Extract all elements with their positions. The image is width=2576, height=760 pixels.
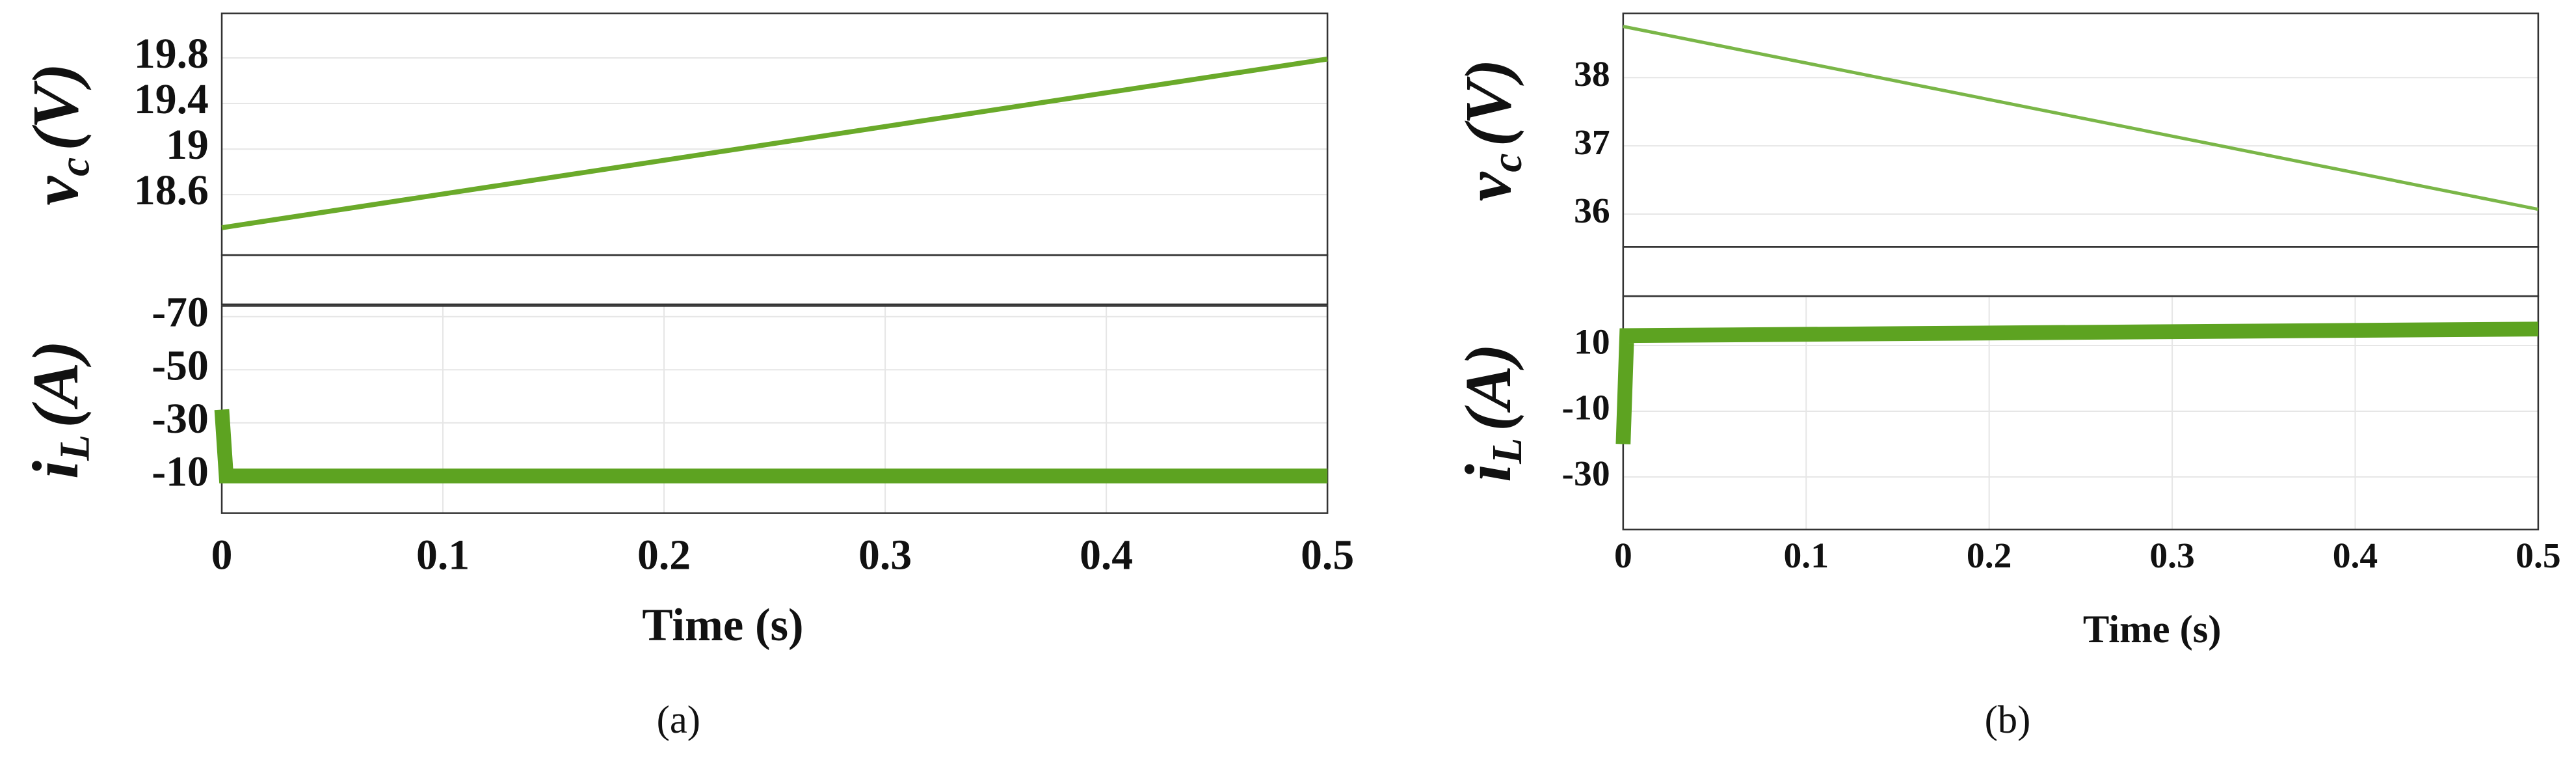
y-tick-label: 36 xyxy=(1574,191,1610,231)
y-label-main: v xyxy=(1452,171,1524,201)
x-tick-label: 0 xyxy=(211,531,233,578)
series-line xyxy=(1623,25,2539,211)
caption: (a) xyxy=(657,698,700,742)
x-tick-label: 0.2 xyxy=(1967,536,2012,576)
y-axis-label: vc (V) xyxy=(1452,59,1531,202)
x-tick-label: 0.3 xyxy=(2149,536,2194,576)
y-label-unit: (V) xyxy=(1452,59,1524,147)
y-tick-label: -10 xyxy=(1562,388,1610,428)
y-tick-label: 37 xyxy=(1574,122,1610,163)
x-tick-label: 0.2 xyxy=(637,531,691,578)
y-tick-label: -30 xyxy=(1562,454,1610,494)
x-tick-label: 0 xyxy=(1614,536,1632,576)
y-tick-label: 19 xyxy=(166,121,209,169)
y-label-main: i xyxy=(1452,464,1524,482)
y-label-unit: (A) xyxy=(19,340,92,428)
y-axis-label: iL (A) xyxy=(1452,344,1531,482)
x-tick-label: 0.4 xyxy=(1080,531,1133,578)
y-label-sub: c xyxy=(1483,153,1531,172)
y-tick-label: -30 xyxy=(152,395,209,442)
y-label-unit: (A) xyxy=(1452,344,1524,431)
plot-frame xyxy=(220,305,1329,514)
y-tick-label: -70 xyxy=(152,289,209,336)
x-tick-label: 0.5 xyxy=(2516,536,2560,576)
y-tick-label: 19.8 xyxy=(134,30,209,77)
series-line xyxy=(1615,321,2538,444)
y-tick-label: 38 xyxy=(1574,54,1610,94)
y-label-sub: c xyxy=(51,157,98,176)
y-tick-label: 18.6 xyxy=(134,167,209,214)
y-label-sub: L xyxy=(51,435,98,461)
y-tick-label: 10 xyxy=(1574,322,1610,362)
x-tick-label: 0.4 xyxy=(2333,536,2378,576)
series-line xyxy=(221,56,1328,230)
spacer-box xyxy=(220,254,1329,306)
y-tick-label: 19.4 xyxy=(134,75,209,123)
x-tick-label: 0.5 xyxy=(1301,531,1354,578)
x-tick-label: 0.1 xyxy=(1784,536,1829,576)
series-line xyxy=(214,409,1328,483)
y-label-unit: (V) xyxy=(19,63,92,151)
y-label-sub: L xyxy=(1483,438,1531,465)
y-label-main: i xyxy=(19,461,92,479)
plot-frame xyxy=(1622,12,2540,248)
plot-frame xyxy=(220,12,1329,256)
caption: (b) xyxy=(1985,698,2031,742)
y-axis-label: iL (A) xyxy=(19,340,98,479)
x-tick-label: 0.3 xyxy=(858,531,912,578)
x-axis-label: Time (s) xyxy=(642,600,803,651)
y-tick-label: -10 xyxy=(152,448,209,496)
x-axis-label: Time (s) xyxy=(2083,608,2222,651)
x-tick-label: 0.1 xyxy=(416,531,470,578)
y-tick-label: -50 xyxy=(152,342,209,389)
y-label-main: v xyxy=(19,176,92,206)
y-axis-label: vc (V) xyxy=(19,63,98,206)
spacer-box xyxy=(1622,246,2540,297)
